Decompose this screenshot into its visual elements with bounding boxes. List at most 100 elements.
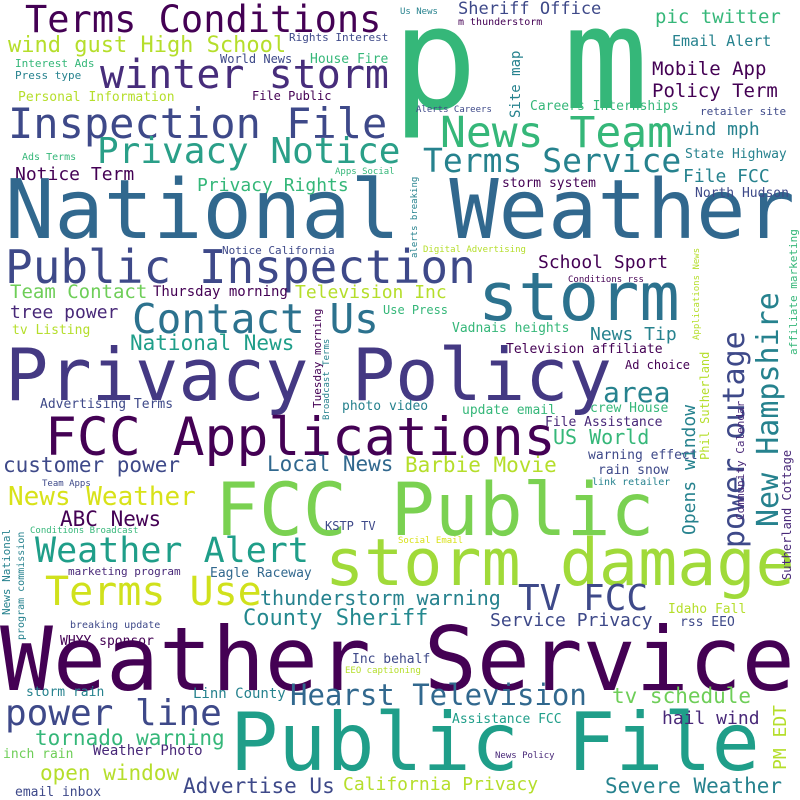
word: winter storm <box>100 52 389 98</box>
word: Terms Conditions <box>25 0 381 41</box>
word: Team Contact <box>10 281 147 303</box>
word: California Privacy <box>343 774 538 795</box>
word: News Weather <box>8 482 196 512</box>
word: Barbie Movie <box>405 453 557 477</box>
word: open window <box>40 761 179 785</box>
word: wind mph <box>673 119 760 140</box>
word: Apps Social <box>335 167 395 177</box>
word: Weather Photo <box>93 743 203 759</box>
word: storm system <box>502 176 596 191</box>
word: storm <box>478 258 680 336</box>
word: Television Inc <box>295 282 447 303</box>
word: ABC News <box>60 507 161 531</box>
word: Inspection File <box>8 99 387 148</box>
word: Ad choice <box>625 358 690 372</box>
word: customer power <box>3 453 180 477</box>
word: marketing program <box>68 565 181 578</box>
word: Idaho Fall <box>668 602 746 617</box>
word: retailer site <box>700 105 786 118</box>
word: p m <box>392 0 648 142</box>
word: Television affiliate <box>506 342 663 357</box>
word: email inbox <box>15 785 101 800</box>
word: PM EDT <box>770 705 791 770</box>
word: National News <box>130 331 294 355</box>
word: FCC Public <box>215 468 655 553</box>
word: Contact Us <box>132 295 379 343</box>
word: New Hampshire <box>751 292 786 527</box>
word: Broadcast Terms <box>322 339 332 420</box>
word: County Sheriff <box>243 606 428 631</box>
word: Policy Term <box>652 80 778 102</box>
word: News Tip <box>590 324 677 345</box>
word: area <box>603 376 670 409</box>
word: TV FCC <box>518 578 648 619</box>
word: Use Press <box>383 303 448 317</box>
word: Community Calendar <box>734 400 747 520</box>
word: US World <box>553 425 649 449</box>
word: Team Apps <box>42 479 91 489</box>
word: Conditions rss <box>568 275 644 285</box>
word: Social Email <box>398 536 463 546</box>
word: World News <box>220 52 292 66</box>
word: Applications News <box>692 248 702 340</box>
word: FCC Applications <box>45 407 556 468</box>
word: Inc behalf <box>352 652 430 667</box>
word: Interest Ads <box>15 57 94 70</box>
word: Vadnais heights <box>452 321 569 336</box>
word: Service Privacy <box>490 610 653 631</box>
word: Careers Internships <box>530 99 679 114</box>
word: Press type <box>15 69 81 82</box>
word: Eagle Raceway <box>210 566 312 581</box>
word: House Fire <box>310 52 388 67</box>
word: Public Inspection <box>5 240 476 294</box>
word: File Assistance <box>545 415 663 430</box>
word: power outage <box>717 331 752 548</box>
word: Public File <box>230 696 760 789</box>
word: National Weather <box>5 163 795 258</box>
word: rss EEO <box>680 615 735 630</box>
word: m thunderstorm <box>458 17 542 28</box>
word: State Highway <box>685 147 787 162</box>
word: Advertising Terms <box>40 397 173 412</box>
word: Sutherland Cottage <box>780 450 794 580</box>
word: Personal Information <box>18 90 175 105</box>
word: Notice Term <box>15 164 134 185</box>
word: Thursday morning <box>153 284 288 300</box>
word: Alerts Careers <box>416 105 492 115</box>
word: Weather Alert <box>35 531 309 571</box>
word: File Public <box>252 89 331 103</box>
word: program commission <box>16 532 27 640</box>
word: update email <box>462 403 556 418</box>
word: Severe Weather <box>605 774 782 798</box>
word: Local News <box>267 452 393 476</box>
word: Email Alert <box>672 32 771 50</box>
word: Privacy Policy <box>5 333 612 417</box>
word: Linn County <box>193 686 286 702</box>
word: Assistance FCC <box>452 712 562 727</box>
word: power line <box>5 693 222 734</box>
word: tv Listing <box>12 323 90 338</box>
word: News Policy <box>495 751 555 761</box>
word: EEO captioning <box>345 666 421 676</box>
word: affiliate marketing <box>787 229 800 355</box>
word: pic twitter <box>655 6 781 28</box>
word: Hearst Television <box>290 678 587 712</box>
word: News Team <box>440 108 673 158</box>
word: storm damage <box>325 526 795 601</box>
word: hail wind <box>662 708 760 729</box>
word: Tuesday morning <box>311 309 324 408</box>
word: Conditions Broadcast <box>30 526 138 536</box>
word: breaking update <box>70 620 160 631</box>
word: rain snow <box>598 463 669 478</box>
word: North Hudson <box>695 186 789 201</box>
word: WHYY sponsor <box>60 634 154 649</box>
word: File FCC <box>683 166 770 187</box>
word: Phil Sutherland <box>698 352 712 460</box>
word: Sheriff Office <box>458 0 601 19</box>
word: Site map <box>508 51 524 118</box>
word: Privacy Rights <box>197 175 349 196</box>
word: alerts breaking <box>410 177 420 258</box>
word: Notice California <box>222 244 335 257</box>
word: Mobile App <box>652 58 766 80</box>
